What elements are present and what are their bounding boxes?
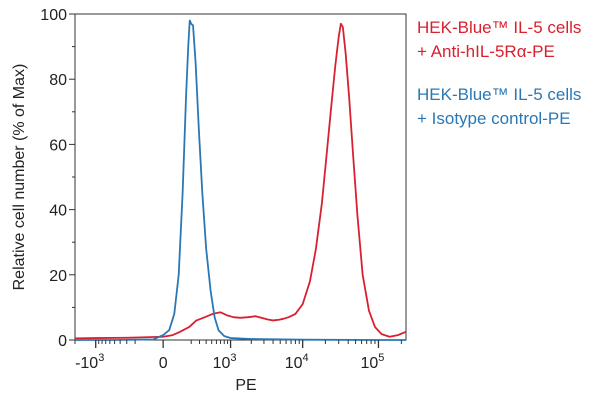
plot-frame [74, 13, 407, 341]
series-line-anti-hil5ra [74, 22, 407, 340]
y-tick-label: 40 [49, 203, 67, 220]
y-tick-label: 60 [49, 137, 67, 154]
y-tick-label: 100 [40, 7, 67, 24]
y-axis-ticks: 0 20 40 60 80 100 [40, 7, 75, 350]
x-tick-label: 105 [360, 352, 384, 372]
legend-entry-isotype-line2: + Isotype control-PE [417, 109, 571, 128]
x-tick-label: 104 [285, 352, 309, 372]
y-tick-label: 20 [49, 268, 67, 285]
y-tick-label: 0 [58, 333, 67, 350]
x-tick-label: 103 [213, 352, 237, 372]
x-tick-label: 0 [159, 355, 168, 372]
legend-entry-isotype-line1: HEK-Blue™ IL-5 cells [417, 85, 581, 104]
x-tick-label: -103 [75, 352, 104, 372]
plot-area: 0 20 40 60 80 100 -103 0 103 104 105 [40, 7, 407, 372]
x-axis-ticks: -103 0 103 104 105 [74, 340, 402, 372]
legend: HEK-Blue™ IL-5 cells + Anti-hIL-5Rα-PE H… [417, 18, 581, 128]
legend-entry-anti-hil5ra-line2: + Anti-hIL-5Rα-PE [417, 42, 555, 61]
series-line-isotype-control [75, 19, 406, 341]
legend-entry-anti-hil5ra-line1: HEK-Blue™ IL-5 cells [417, 18, 581, 37]
series-lines [74, 19, 407, 341]
x-axis-title: PE [235, 377, 256, 394]
y-axis-title: Relative cell number (% of Max) [11, 64, 28, 291]
y-tick-label: 80 [49, 72, 67, 89]
